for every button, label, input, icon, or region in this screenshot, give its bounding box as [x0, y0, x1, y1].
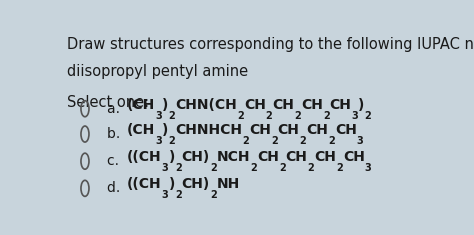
Text: CH: CH	[273, 98, 294, 112]
Text: 3: 3	[357, 136, 364, 146]
Text: 3: 3	[155, 111, 162, 121]
Text: CH): CH)	[182, 177, 210, 191]
Text: ((CH: ((CH	[127, 150, 162, 164]
Text: a.: a.	[107, 102, 124, 116]
Text: CH: CH	[285, 150, 308, 164]
Text: CH: CH	[335, 123, 357, 137]
Text: 2: 2	[210, 163, 217, 173]
Text: Draw structures corresponding to the following IUPAC name:: Draw structures corresponding to the fol…	[66, 37, 474, 52]
Text: CH: CH	[244, 98, 266, 112]
Text: 2: 2	[250, 163, 257, 173]
Text: 3: 3	[155, 136, 162, 146]
Text: CH: CH	[343, 150, 365, 164]
Text: 2: 2	[169, 111, 175, 121]
Text: ): )	[162, 123, 169, 137]
Text: ): )	[169, 177, 175, 191]
Text: 3: 3	[365, 163, 372, 173]
Text: 2: 2	[169, 136, 175, 146]
Text: CH: CH	[301, 98, 323, 112]
Text: 2: 2	[271, 136, 278, 146]
Text: CH: CH	[330, 98, 352, 112]
Text: 2: 2	[323, 111, 330, 121]
Text: diisopropyl pentyl amine: diisopropyl pentyl amine	[66, 64, 248, 79]
Text: 2: 2	[279, 163, 285, 173]
Text: d.: d.	[107, 181, 125, 195]
Text: NH: NH	[217, 177, 240, 191]
Text: CH: CH	[257, 150, 279, 164]
Text: CH: CH	[306, 123, 328, 137]
Text: 2: 2	[300, 136, 306, 146]
Text: 3: 3	[162, 163, 169, 173]
Text: 2: 2	[308, 163, 314, 173]
Text: 3: 3	[352, 111, 358, 121]
Text: ): )	[169, 150, 175, 164]
Text: 2: 2	[294, 111, 301, 121]
Text: CH: CH	[314, 150, 336, 164]
Text: ): )	[162, 98, 169, 112]
Text: CH): CH)	[182, 150, 210, 164]
Text: CH: CH	[278, 123, 300, 137]
Text: NCH: NCH	[217, 150, 250, 164]
Text: (CH: (CH	[127, 98, 155, 112]
Text: 2: 2	[242, 136, 249, 146]
Text: CHNHCH: CHNHCH	[175, 123, 242, 137]
Text: c.: c.	[107, 154, 123, 168]
Text: 2: 2	[175, 190, 182, 200]
Text: 2: 2	[175, 163, 182, 173]
Text: 2: 2	[365, 111, 372, 121]
Text: 2: 2	[237, 111, 244, 121]
Text: 2: 2	[336, 163, 343, 173]
Text: CHN(CH: CHN(CH	[175, 98, 237, 112]
Text: CH: CH	[249, 123, 271, 137]
Text: 2: 2	[266, 111, 273, 121]
Text: ): )	[358, 98, 365, 112]
Text: b.: b.	[107, 127, 125, 141]
Text: Select one:: Select one:	[66, 95, 149, 110]
Text: (CH: (CH	[127, 123, 155, 137]
Text: 2: 2	[328, 136, 335, 146]
Text: 2: 2	[210, 190, 217, 200]
Text: ((CH: ((CH	[127, 177, 162, 191]
Text: 3: 3	[162, 190, 169, 200]
